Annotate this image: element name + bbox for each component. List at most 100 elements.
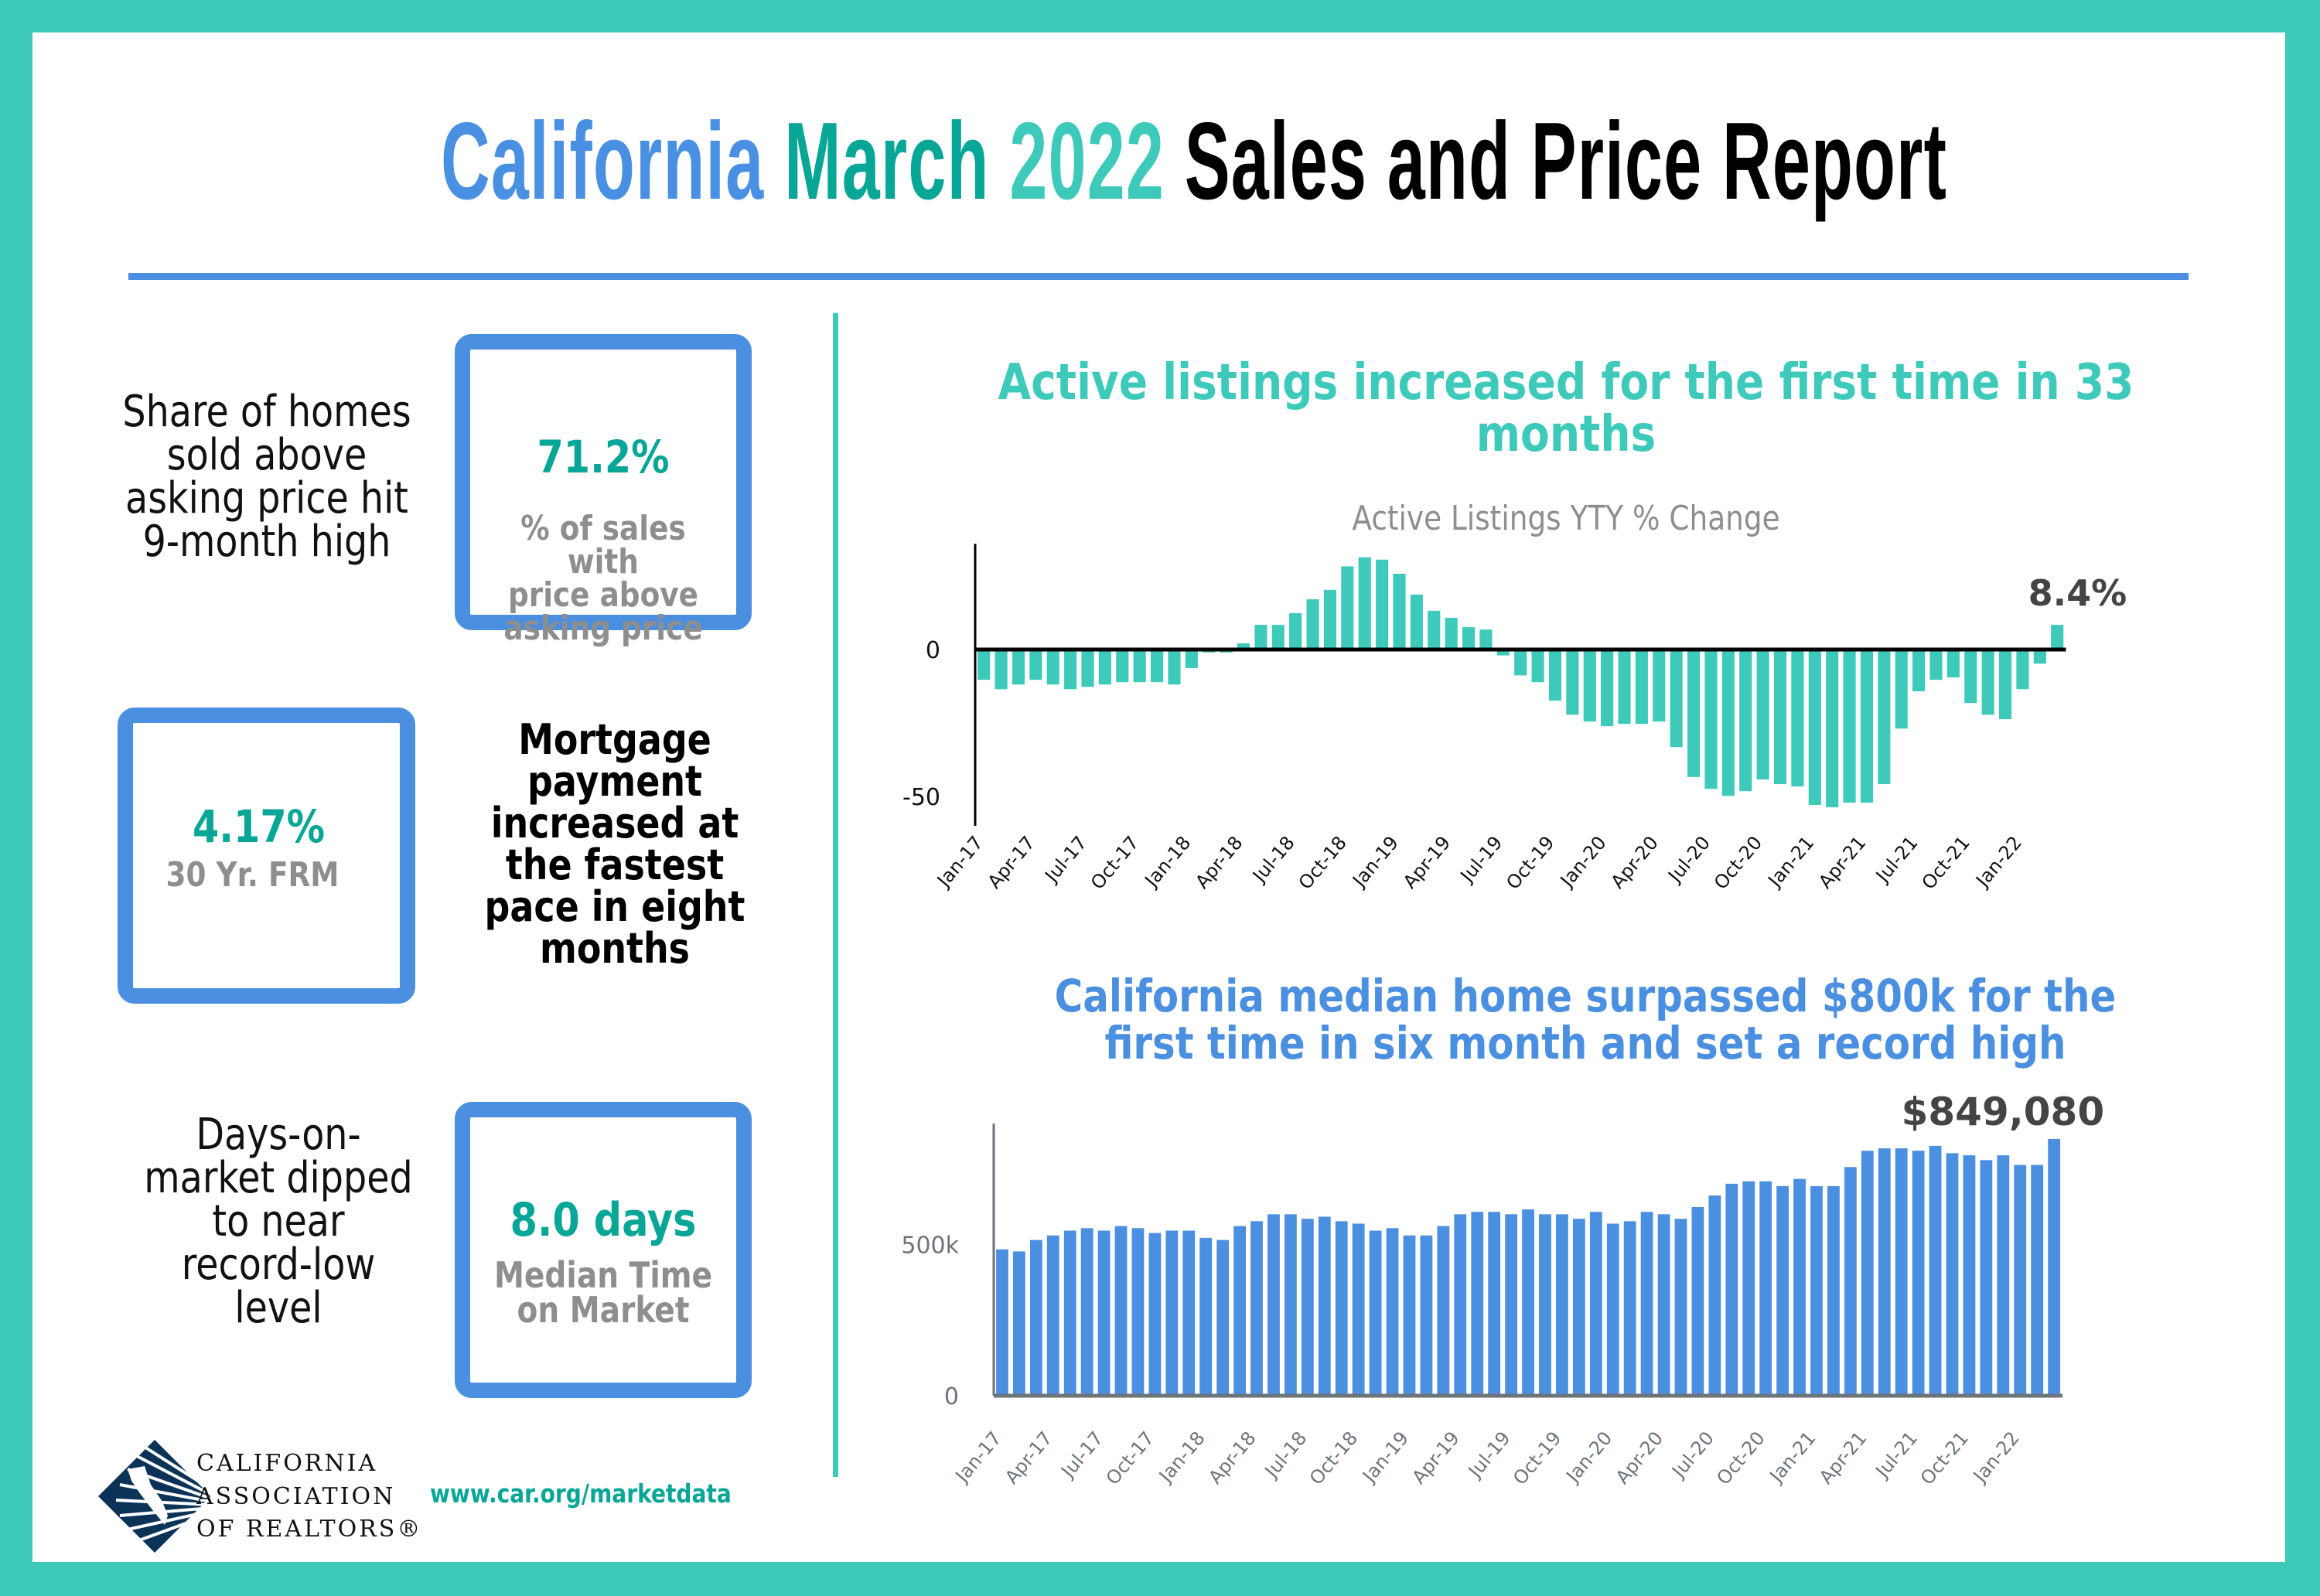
bar-aug-18 <box>1306 599 1319 650</box>
bar-apr-17 <box>1046 1235 1059 1396</box>
label-line: Median Time <box>494 1254 712 1296</box>
bar-jun-19 <box>1488 1212 1501 1396</box>
bar-may-21 <box>1878 1148 1891 1396</box>
desc-line: Mortgage <box>518 715 711 764</box>
x-tick-label: Jul-19 <box>1455 832 1507 888</box>
title-line: months <box>1476 406 1656 464</box>
x-tick-label: Jan-21 <box>1763 832 1819 892</box>
x-tick-label: Apr-21 <box>1815 1427 1871 1489</box>
x-tick-label: Jan-17 <box>932 832 988 892</box>
bar-dec-21 <box>1997 1155 2010 1396</box>
bar-nov-21 <box>1981 650 1994 715</box>
x-tick-label: Jul-18 <box>1247 832 1299 888</box>
bar-jan-21 <box>1810 1185 1823 1396</box>
bar-jun-17 <box>1064 650 1077 690</box>
bar-may-20 <box>1670 650 1683 748</box>
bar-oct-18 <box>1352 1223 1365 1396</box>
bar-apr-19 <box>1454 1214 1467 1396</box>
x-tick-label: Jan-21 <box>1765 1427 1820 1488</box>
bar-oct-19 <box>1556 1214 1568 1396</box>
page-title: California March 2022 Sales and Price Re… <box>441 107 1946 217</box>
bar-aug-20 <box>1721 650 1735 796</box>
stat-3-box: 8.0 days Median Time on Market <box>455 1102 752 1398</box>
bar-jan-17 <box>977 650 991 680</box>
x-tick-label: Apr-18 <box>1204 1427 1260 1489</box>
bar-aug-17 <box>1114 1226 1128 1396</box>
stat-2-box: 4.17% 30 Yr. FRM <box>118 708 415 1004</box>
desc-line: record-low <box>181 1240 376 1290</box>
x-tick-label: Jan-19 <box>1347 832 1403 892</box>
bar-aug-21 <box>1929 1145 1942 1396</box>
bar-jan-19 <box>1393 573 1406 650</box>
bar-jan-18 <box>1199 1237 1213 1396</box>
desc-line: to near <box>212 1196 345 1246</box>
bar-aug-17 <box>1098 650 1111 685</box>
x-tick-label: Jan-18 <box>1154 1427 1209 1488</box>
chart-1-subtitle: Active Listings YTY % Change <box>1352 499 1780 538</box>
desc-line: months <box>540 924 690 973</box>
label-line: 30 Yr. FRM <box>165 855 339 895</box>
desc-line: Days-on- <box>196 1110 361 1160</box>
y-tick-label: 0 <box>944 1383 959 1410</box>
y-tick-label: 500k <box>901 1232 959 1259</box>
bar-may-21 <box>1878 650 1891 785</box>
stat-3-value: 8.0 days <box>510 1193 697 1247</box>
bar-jun-21 <box>1895 650 1908 729</box>
bar-aug-19 <box>1522 1209 1534 1396</box>
x-tick-label: Oct-19 <box>1502 832 1558 894</box>
x-tick-label: Oct-17 <box>1087 832 1143 894</box>
value-annotation: $849,080 <box>1902 1090 2105 1134</box>
bar-apr-17 <box>1029 650 1042 680</box>
bar-jan-17 <box>996 1249 1008 1396</box>
x-tick-label: Oct-17 <box>1102 1427 1158 1489</box>
bar-dec-20 <box>1791 650 1804 787</box>
bar-dec-20 <box>1793 1178 1806 1396</box>
bar-nov-21 <box>1980 1160 1993 1396</box>
bar-feb-17 <box>1013 1251 1025 1396</box>
x-tick-label: Jan-19 <box>1357 1427 1413 1488</box>
desc-line: 9-month high <box>142 517 391 567</box>
bar-may-17 <box>1063 1230 1076 1396</box>
bar-nov-18 <box>1358 557 1371 650</box>
bar-feb-22 <box>2033 650 2046 664</box>
bar-sep-17 <box>1116 650 1129 683</box>
x-tick-label: Apr-18 <box>1191 832 1247 893</box>
bar-mar-21 <box>1843 650 1856 803</box>
bar-jul-19 <box>1505 1214 1518 1396</box>
bar-sep-18 <box>1335 1221 1348 1396</box>
x-tick-label: Apr-20 <box>1607 832 1663 893</box>
x-tick-label: Oct-21 <box>1918 832 1974 894</box>
bar-jan-20 <box>1606 1223 1619 1396</box>
bar-jun-21 <box>1895 1148 1908 1396</box>
bar-jan-21 <box>1808 650 1821 806</box>
x-tick-label: Jan-17 <box>950 1427 1006 1488</box>
desc-line: pace in eight <box>484 882 745 931</box>
bar-apr-18 <box>1250 1221 1263 1396</box>
column-divider <box>833 313 838 1477</box>
desc-line: payment <box>527 757 702 806</box>
stat-1-label: % of sales with price above asking price <box>490 511 716 645</box>
bar-feb-22 <box>2031 1165 2044 1396</box>
logo-line: CALIFORNIA <box>196 1450 378 1477</box>
bar-aug-19 <box>1514 650 1527 676</box>
bar-nov-19 <box>1572 1219 1585 1396</box>
market-data-link[interactable]: www.car.org/marketdata <box>430 1478 732 1509</box>
bar-mar-17 <box>1012 650 1025 685</box>
x-tick-label: Jan-20 <box>1561 1427 1617 1488</box>
bar-mar-22 <box>2048 1138 2061 1396</box>
car-logo-text: CALIFORNIA ASSOCIATION OF REALTORS® <box>196 1448 422 1547</box>
label-line: on Market <box>517 1289 690 1332</box>
stat-3-label: Median Time on Market <box>490 1254 716 1332</box>
bar-apr-20 <box>1657 1214 1670 1396</box>
x-tick-label: Jul-20 <box>1663 832 1715 888</box>
stat-3-description: Days-on- market dipped to near record-lo… <box>121 1113 436 1330</box>
bar-mar-19 <box>1428 610 1441 650</box>
x-tick-label: Oct-18 <box>1295 832 1351 894</box>
x-tick-label: Jul-21 <box>1871 1427 1923 1483</box>
stat-2-value: 4.17% <box>192 800 326 853</box>
chart-2-title: California median home surpassed $800k f… <box>1020 973 2151 1067</box>
bar-dec-18 <box>1386 1228 1399 1396</box>
logo-line: ASSOCIATION <box>196 1482 396 1510</box>
bar-sep-18 <box>1323 589 1336 650</box>
bar-feb-21 <box>1826 650 1839 808</box>
